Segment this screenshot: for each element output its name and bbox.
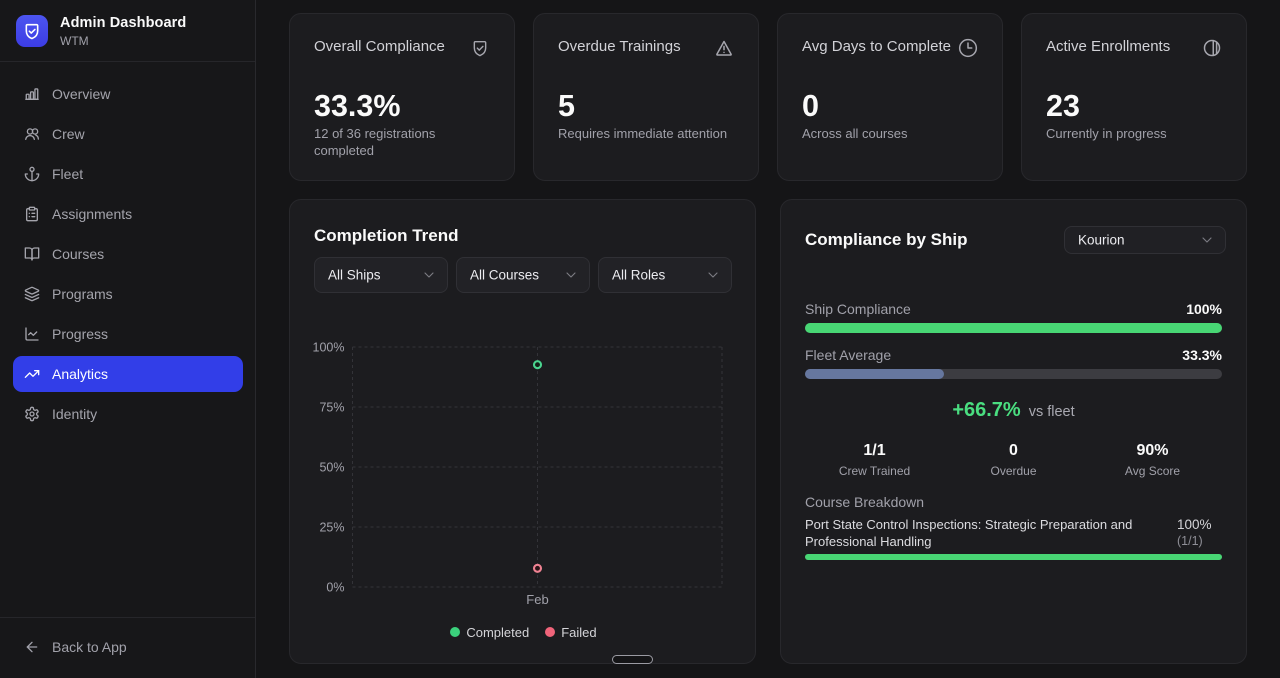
svg-text:Feb: Feb [526, 592, 548, 607]
svg-text:75%: 75% [319, 401, 344, 415]
svg-text:0%: 0% [326, 581, 344, 595]
svg-text:100%: 100% [313, 341, 345, 355]
svg-text:50%: 50% [319, 461, 344, 475]
svg-text:25%: 25% [319, 521, 344, 535]
